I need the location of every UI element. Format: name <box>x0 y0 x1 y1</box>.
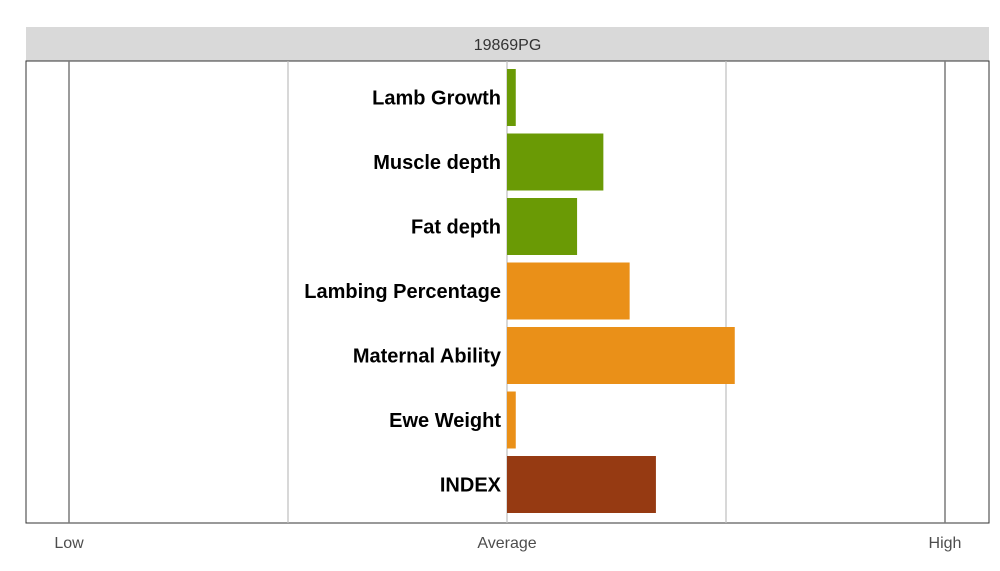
category-label: Fat depth <box>411 217 501 239</box>
category-label: Lamb Growth <box>372 88 501 110</box>
x-axis-tick-labels: Low Average High <box>54 535 961 552</box>
category-label: Lambing Percentage <box>304 281 501 303</box>
bar-index <box>507 456 656 513</box>
bar-maternal-ability <box>507 327 735 384</box>
category-label: Ewe Weight <box>389 410 501 432</box>
panel-header <box>26 27 989 61</box>
bar-fat-depth <box>507 198 578 255</box>
tick-label-average: Average <box>477 535 536 552</box>
bars-group <box>507 69 735 513</box>
category-labels: Lamb Growth Muscle depth Fat depth Lambing … <box>304 88 502 497</box>
category-label: Muscle depth <box>373 152 501 174</box>
bar-lambing-percentage <box>507 262 630 320</box>
chart-title: 19869PG <box>474 37 542 54</box>
category-label: INDEX <box>440 475 502 497</box>
bar-lamb-growth <box>507 69 516 126</box>
tick-label-high: High <box>929 535 962 552</box>
bar-muscle-depth <box>507 133 604 191</box>
category-label: Maternal Ability <box>353 346 502 368</box>
tick-label-low: Low <box>54 535 84 552</box>
bar-ewe-weight <box>507 391 516 449</box>
